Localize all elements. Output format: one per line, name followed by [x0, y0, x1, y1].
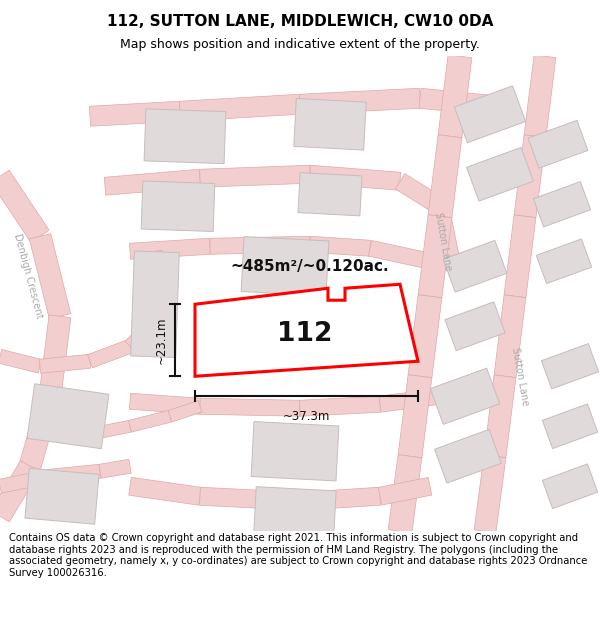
Polygon shape — [431, 204, 459, 258]
Polygon shape — [484, 375, 516, 458]
Polygon shape — [542, 464, 598, 509]
Polygon shape — [89, 101, 181, 126]
Polygon shape — [25, 468, 99, 524]
Polygon shape — [210, 236, 310, 254]
Polygon shape — [533, 182, 590, 227]
Polygon shape — [524, 55, 556, 138]
Polygon shape — [200, 398, 300, 416]
Polygon shape — [131, 251, 179, 358]
Polygon shape — [200, 165, 310, 188]
Polygon shape — [144, 109, 226, 164]
Polygon shape — [378, 478, 432, 505]
Polygon shape — [125, 316, 160, 351]
Polygon shape — [0, 170, 49, 242]
Polygon shape — [130, 393, 200, 414]
Polygon shape — [298, 173, 362, 216]
Polygon shape — [130, 238, 211, 259]
Polygon shape — [168, 401, 202, 422]
Text: Sutton Lane: Sutton Lane — [510, 346, 530, 406]
Polygon shape — [49, 464, 101, 483]
Polygon shape — [467, 148, 533, 201]
Polygon shape — [39, 315, 71, 398]
Polygon shape — [29, 234, 71, 319]
Text: ~37.3m: ~37.3m — [283, 410, 330, 423]
Polygon shape — [104, 169, 201, 195]
Polygon shape — [445, 302, 505, 351]
Text: Sutton Lane: Sutton Lane — [433, 211, 453, 271]
Polygon shape — [494, 295, 526, 378]
Polygon shape — [379, 388, 441, 412]
Polygon shape — [434, 429, 502, 483]
Polygon shape — [19, 393, 61, 469]
Polygon shape — [528, 121, 588, 168]
Polygon shape — [395, 174, 445, 214]
Polygon shape — [299, 88, 421, 114]
Polygon shape — [541, 344, 599, 389]
Text: Map shows position and indicative extent of the property.: Map shows position and indicative extent… — [120, 38, 480, 51]
Polygon shape — [299, 396, 380, 416]
Polygon shape — [368, 241, 431, 269]
Text: ~485m²/~0.120ac.: ~485m²/~0.120ac. — [230, 259, 389, 274]
Polygon shape — [388, 454, 422, 533]
Polygon shape — [40, 354, 91, 373]
Polygon shape — [129, 478, 201, 505]
Polygon shape — [418, 215, 452, 298]
Polygon shape — [430, 368, 500, 424]
Polygon shape — [504, 215, 536, 298]
Polygon shape — [514, 135, 546, 218]
Polygon shape — [195, 284, 418, 376]
Polygon shape — [310, 165, 401, 190]
Text: 112: 112 — [277, 321, 332, 348]
Polygon shape — [310, 236, 371, 256]
Polygon shape — [148, 285, 167, 322]
Polygon shape — [428, 135, 462, 218]
Polygon shape — [200, 488, 301, 510]
Text: Denbigh Crescent: Denbigh Crescent — [12, 232, 44, 320]
Polygon shape — [254, 487, 336, 536]
Polygon shape — [438, 55, 472, 138]
Polygon shape — [241, 237, 329, 296]
Polygon shape — [536, 239, 592, 284]
Polygon shape — [79, 421, 131, 442]
Polygon shape — [299, 488, 380, 510]
Polygon shape — [294, 99, 366, 150]
Polygon shape — [0, 349, 41, 373]
Polygon shape — [27, 384, 109, 449]
Text: Contains OS data © Crown copyright and database right 2021. This information is : Contains OS data © Crown copyright and d… — [9, 533, 587, 578]
Polygon shape — [141, 181, 215, 231]
Polygon shape — [443, 241, 507, 292]
Polygon shape — [179, 94, 301, 121]
Polygon shape — [0, 469, 52, 493]
Polygon shape — [99, 459, 131, 478]
Polygon shape — [88, 340, 133, 367]
Polygon shape — [251, 422, 339, 481]
Polygon shape — [398, 375, 432, 458]
Polygon shape — [419, 88, 501, 116]
Polygon shape — [408, 295, 442, 378]
Polygon shape — [0, 461, 40, 522]
Polygon shape — [474, 455, 506, 532]
Text: 112, SUTTON LANE, MIDDLEWICH, CW10 0DA: 112, SUTTON LANE, MIDDLEWICH, CW10 0DA — [107, 14, 493, 29]
Polygon shape — [542, 404, 598, 449]
Text: ~23.1m: ~23.1m — [155, 316, 168, 364]
Polygon shape — [148, 250, 167, 288]
Polygon shape — [454, 86, 526, 142]
Polygon shape — [128, 411, 172, 432]
